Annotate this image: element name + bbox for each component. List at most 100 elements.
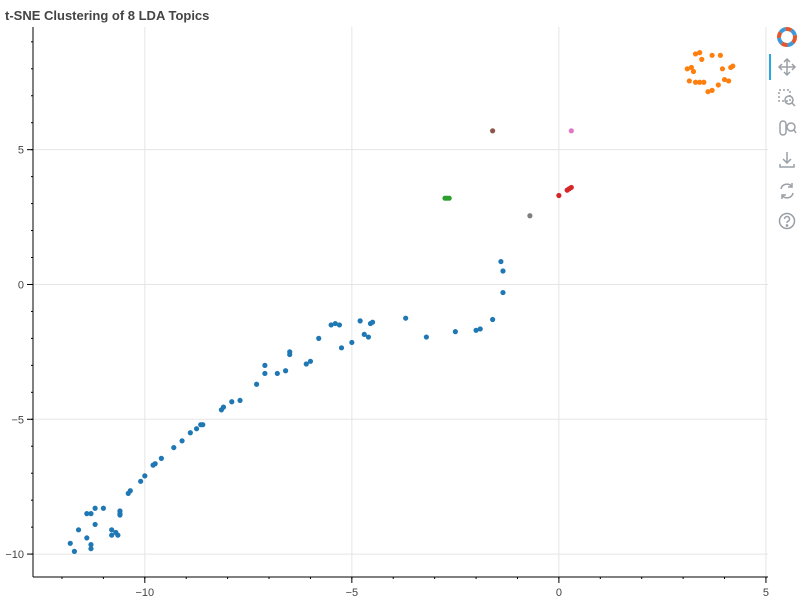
data-point <box>692 79 699 85</box>
data-point <box>220 404 227 410</box>
data-point <box>717 52 723 58</box>
data-point <box>719 66 726 72</box>
data-point <box>158 455 164 461</box>
data-point <box>142 473 148 479</box>
data-point <box>338 345 345 351</box>
save-tool-icon[interactable] <box>776 149 798 171</box>
pan-tool-icon[interactable] <box>776 56 798 78</box>
data-point <box>490 128 496 134</box>
data-point <box>403 315 409 321</box>
x-tick-label: −10 <box>135 587 154 599</box>
x-tick-label: 0 <box>556 587 562 599</box>
data-point <box>316 335 322 341</box>
data-point <box>721 76 728 83</box>
data-point <box>566 186 572 192</box>
data-point <box>473 327 479 333</box>
data-point <box>568 128 574 134</box>
data-point <box>92 521 98 528</box>
data-point <box>688 64 694 71</box>
data-point <box>303 361 309 367</box>
axes: −10 −5 0 5 −10 −5 0 5 <box>5 27 769 599</box>
data-point <box>498 258 504 265</box>
plot-toolbar <box>769 26 800 236</box>
data-point <box>138 478 144 484</box>
data-point <box>109 527 115 533</box>
data-point <box>423 334 429 340</box>
y-tick-label: −5 <box>11 414 24 426</box>
data-points <box>67 50 736 554</box>
data-point <box>115 532 121 538</box>
data-point <box>229 399 235 405</box>
data-point <box>697 79 703 85</box>
data-point <box>282 368 289 374</box>
data-point <box>287 349 293 355</box>
data-point <box>699 56 705 62</box>
data-point <box>237 397 243 404</box>
data-point <box>179 438 185 444</box>
data-point <box>527 213 533 219</box>
wheel-zoom-tool-icon[interactable] <box>776 118 798 140</box>
chart-title: t-SNE Clustering of 8 LDA Topics <box>5 8 210 23</box>
data-point <box>452 329 458 335</box>
reset-tool-icon[interactable] <box>776 180 798 202</box>
data-point <box>84 535 90 541</box>
data-point <box>274 370 280 377</box>
data-point <box>152 461 158 467</box>
data-point <box>477 326 483 332</box>
data-point <box>726 78 732 84</box>
data-point <box>500 289 506 296</box>
data-point <box>730 63 736 69</box>
data-point <box>715 82 721 88</box>
data-point <box>357 318 363 324</box>
grid-lines <box>33 27 768 577</box>
data-point <box>171 444 177 451</box>
active-tool-indicator <box>769 54 771 80</box>
data-point <box>67 540 73 546</box>
data-point <box>709 52 715 58</box>
data-point <box>684 66 690 72</box>
data-point <box>697 50 703 56</box>
data-point <box>307 358 314 364</box>
x-tick-label: 5 <box>763 587 769 599</box>
data-point <box>705 89 711 95</box>
data-point <box>690 68 697 75</box>
y-tick-label: −10 <box>5 549 24 561</box>
data-point <box>686 78 692 84</box>
data-point <box>127 488 133 494</box>
data-point <box>262 370 268 377</box>
data-point <box>88 546 94 552</box>
data-point <box>332 320 338 327</box>
data-point <box>92 505 98 511</box>
data-point <box>117 511 123 517</box>
data-point <box>262 362 268 368</box>
data-point <box>446 195 452 201</box>
data-point <box>328 322 334 328</box>
y-tick-label: 5 <box>18 145 24 157</box>
data-point <box>692 51 699 57</box>
data-point <box>71 548 78 554</box>
data-point <box>200 422 206 428</box>
data-point <box>75 527 82 533</box>
data-point <box>254 381 260 387</box>
data-point <box>500 268 506 274</box>
data-point <box>349 339 355 346</box>
data-point <box>361 331 367 337</box>
data-point <box>88 542 94 548</box>
data-point <box>193 426 200 432</box>
y-tick-label: 0 <box>18 279 24 291</box>
box-zoom-tool-icon[interactable] <box>776 87 798 109</box>
data-point <box>336 322 343 328</box>
help-tool-icon[interactable] <box>776 210 798 232</box>
data-point <box>490 316 496 323</box>
data-point <box>709 87 715 93</box>
data-point <box>100 505 106 511</box>
data-point <box>701 79 707 85</box>
data-point <box>109 532 115 538</box>
data-point <box>365 334 372 340</box>
data-point <box>84 511 90 517</box>
data-point <box>369 319 376 325</box>
bokeh-logo-icon <box>776 26 798 48</box>
data-point <box>187 430 193 436</box>
x-tick-label: −5 <box>346 587 359 599</box>
